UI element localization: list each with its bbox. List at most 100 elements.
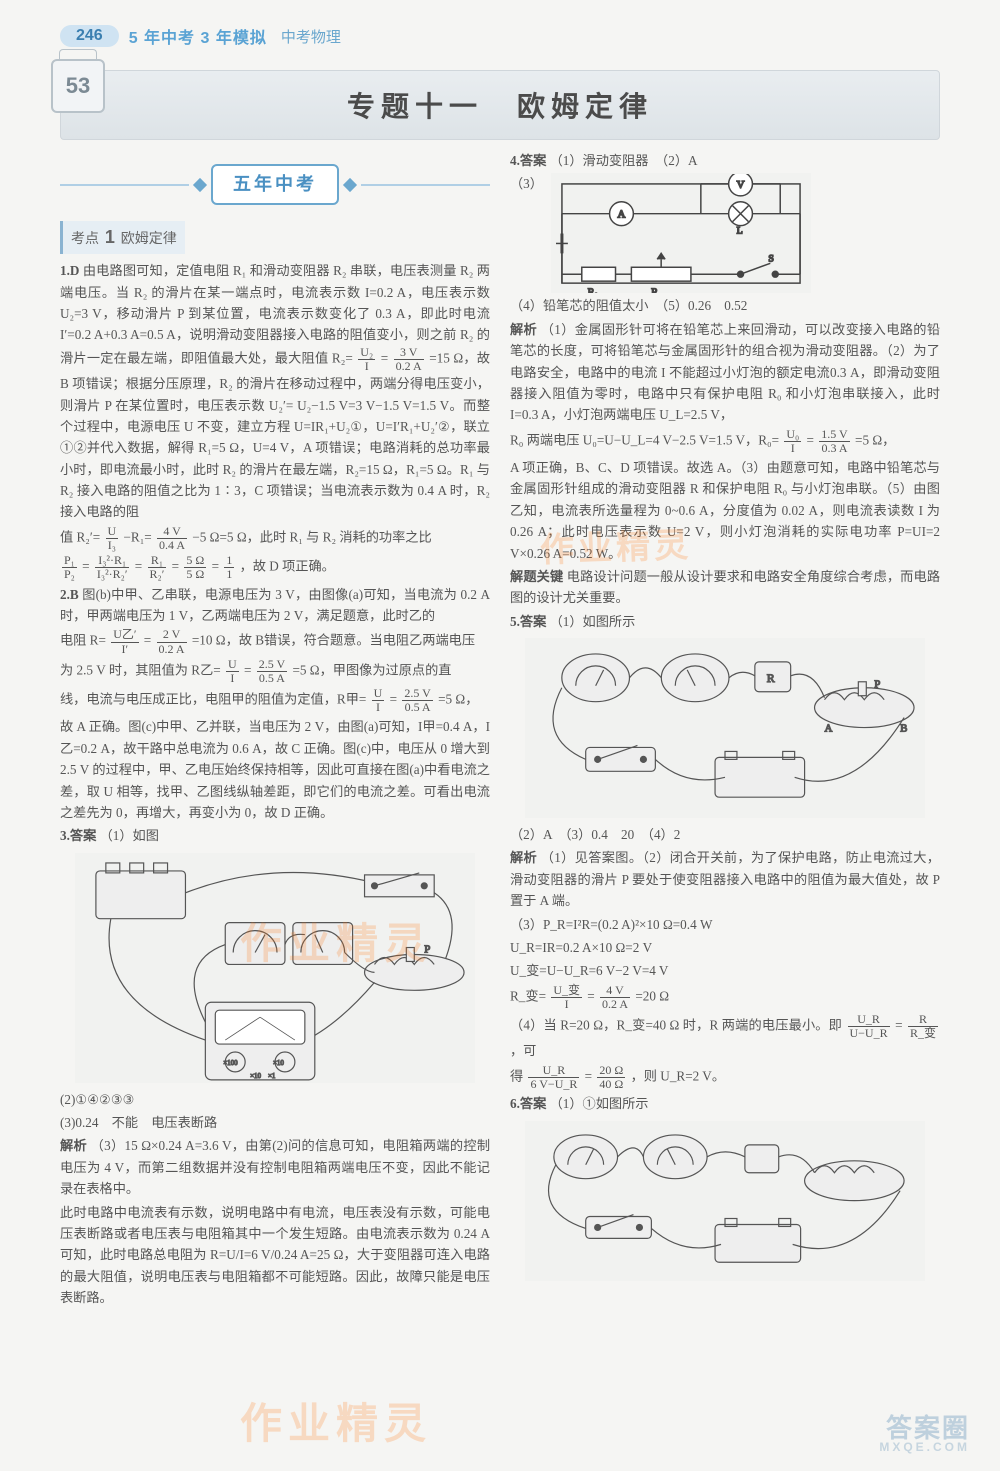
q2-eq1: 电阻 R= U乙′I′ = 2 V0.2 A =10 Ω，故 B错误，符合题意。…	[60, 628, 490, 655]
diamond-icon	[193, 178, 207, 192]
q2-block: 2.B 图(b)中甲、乙串联，电源电压为 3 V，由图像(a)可知，当电流为 0…	[60, 584, 490, 627]
kaodian-name: 欧姆定律	[121, 230, 177, 246]
q6-circuit-figure	[525, 1121, 925, 1281]
q5-jx2: （3）P_R=I²R=(0.2 A)²×10 Ω=0.4 W	[510, 914, 940, 935]
txt: =5 Ω，甲图像为过原点的直	[292, 662, 451, 677]
q1-p2a: 值 R₂′=	[60, 530, 100, 545]
fraction: U_变I	[551, 984, 582, 1011]
q5-jx6: （4）当 R=20 Ω，R_变=40 Ω 时，R 两端的电压最小。即 U_RU−…	[510, 1013, 940, 1062]
fraction: 1.5 V0.3 A	[819, 428, 849, 455]
svg-text:×100: ×100	[223, 1059, 238, 1067]
fraction: 4 V0.2 A	[600, 984, 630, 1011]
svg-text:P: P	[424, 944, 430, 956]
circuit-svg-icon: R P AB	[526, 638, 924, 817]
q2-eq2: 为 2.5 V 时，其阻值为 R乙= UI = 2.5 V0.5 A =5 Ω，…	[60, 658, 490, 685]
q3-number: 3.答案	[60, 828, 96, 843]
txt: 电阻 R=	[60, 633, 106, 648]
fraction: 2.5 V0.5 A	[402, 687, 432, 714]
svg-text:A: A	[617, 209, 625, 221]
diamond-icon	[343, 178, 357, 192]
svg-text:R: R	[651, 287, 658, 293]
fraction: U₂I	[358, 346, 375, 373]
q2-p3: 故 A 正确。图(c)中甲、乙并联，当电压为 2 V，由图(a)可知，I甲=0.…	[60, 716, 490, 823]
circuit-svg-icon	[526, 1121, 924, 1280]
fraction: 4 V0.4 A	[157, 525, 187, 552]
q3-a2: (2)①④②③③	[60, 1089, 490, 1110]
q4-a3row: （3） V A L	[510, 173, 940, 293]
q6-head: 6.答案 （1）①如图所示	[510, 1093, 940, 1114]
q4-number: 4.答案	[510, 153, 546, 168]
q1-p2c: −5 Ω=5 Ω，此时 R₁ 与 R₂ 消耗的功率之比	[192, 530, 431, 545]
content-columns: 五年中考 考点 1 欧姆定律 1.D 由电路图可知，定值电阻 R₁ 和滑动变阻器…	[0, 150, 1000, 1310]
q2-number: 2.B	[60, 587, 79, 602]
svg-text:A: A	[824, 723, 832, 735]
q6-number: 6.答案	[510, 1096, 546, 1111]
q1-number: 1.D	[60, 263, 79, 278]
svg-text:×10 ×1: ×10 ×1	[250, 1072, 276, 1080]
txt: R₀ 两端电压 U₀=U−U_L=4 V−2.5 V=1.5 V，R₀=	[510, 432, 779, 447]
fraction: R₁R₂′	[148, 554, 167, 581]
eq: =	[144, 633, 151, 648]
divider-line	[361, 184, 490, 186]
q4-a4: （4）铅笔芯的阻值太小 （5）0.26 0.52	[510, 295, 940, 316]
fraction: 2 V0.2 A	[157, 628, 187, 655]
q4-key: 解题关键 电路设计问题一般从设计要求和电路安全角度综合考虑，而电路图的设计尤关重…	[510, 566, 940, 609]
q5-circuit-figure: R P AB	[525, 638, 925, 818]
q4-head: 4.答案 （1）滑动变阻器 （2）A	[510, 150, 940, 171]
fraction: I₃²·R₁I₃²·R₂′	[95, 554, 130, 581]
watermark-text: 作业精灵	[240, 1390, 432, 1451]
svg-text:×10: ×10	[273, 1059, 284, 1067]
fraction: P₁P₂	[62, 554, 77, 581]
eq: =	[895, 1018, 902, 1033]
fraction: U₀I	[784, 428, 801, 455]
circuit-schematic-icon: V A L R₀	[552, 174, 810, 293]
key-label: 解题关键	[510, 569, 563, 584]
q4-jx3: A 项正确，B、C、D 项错误。故选 A。（3）由题意可知，电路中铅笔芯与金属固…	[510, 457, 940, 564]
q4-a3-label: （3）	[510, 173, 543, 194]
q1-tail: ，故 D 项正确。	[240, 559, 335, 574]
q3-circuit-figure: P ×100 ×10 ×10 ×1	[75, 853, 475, 1083]
eq: =	[82, 559, 89, 574]
txt: （4）当 R=20 Ω，R_变=40 Ω 时，R 两端的电压最小。即	[510, 1018, 842, 1033]
kaodian-tag: 考点 1 欧姆定律	[60, 221, 185, 254]
section-heading-row: 五年中考	[60, 164, 490, 205]
svg-text:R: R	[767, 671, 775, 685]
eq: =	[585, 1068, 592, 1083]
eq: =	[390, 692, 397, 707]
svg-text:R₀: R₀	[588, 287, 598, 293]
txt: 得	[510, 1068, 523, 1083]
section-label: 五年中考	[211, 164, 339, 205]
q5-jx: 解析 （1）见答案图。（2）闭合开关前，为了保护电路，防止电流过大，滑动变阻器的…	[510, 847, 940, 911]
eq: =	[381, 351, 388, 366]
fraction: 20 Ω40 Ω	[597, 1064, 625, 1091]
svg-text:S: S	[768, 253, 774, 264]
fraction: UI₃	[106, 525, 119, 552]
page-header: 246 5 年中考 3 年模拟 中考物理	[0, 0, 1000, 52]
fraction: U_R6 V−U_R	[528, 1064, 579, 1091]
eq: =	[212, 559, 219, 574]
eq: =	[172, 559, 179, 574]
svg-text:B: B	[900, 723, 907, 735]
fraction: UI	[226, 658, 239, 685]
left-column: 五年中考 考点 1 欧姆定律 1.D 由电路图可知，定值电阻 R₁ 和滑动变阻器…	[60, 150, 490, 1310]
chapter-title-bar: 53 专题十一 欧姆定律	[60, 70, 940, 140]
fraction: 11	[224, 554, 234, 581]
divider-line	[60, 184, 189, 186]
page-number: 246	[60, 25, 119, 47]
fraction: 5 Ω5 Ω	[184, 554, 206, 581]
q1-text: 由电路图可知，定值电阻 R₁ 和滑动变阻器 R₂ 串联，电压表测量 R₂ 两端电…	[60, 263, 490, 365]
chapter-title: 专题十一 欧姆定律	[61, 85, 939, 125]
series-badge-icon: 53	[51, 59, 105, 113]
fraction: UI	[372, 687, 385, 714]
q4-jx2: R₀ 两端电压 U₀=U−U_L=4 V−2.5 V=1.5 V，R₀= U₀I…	[510, 428, 940, 455]
circuit-svg-icon: P ×100 ×10 ×10 ×1	[76, 853, 474, 1082]
q5-number: 5.答案	[510, 614, 546, 629]
q5-jx1: （1）见答案图。（2）闭合开关前，为了保护电路，防止电流过大，滑动变阻器的滑片 …	[510, 850, 940, 908]
fraction: U乙′I′	[111, 628, 138, 655]
q3-jx1: （3）15 Ω×0.24 A=3.6 V，由第(2)问的信息可知，电阻箱两端的控…	[60, 1138, 490, 1196]
q2-p1: 图(b)中甲、乙串联，电源电压为 3 V，由图像(a)可知，当电流为 0.2 A…	[60, 587, 490, 623]
q1-block: 1.D 由电路图可知，定值电阻 R₁ 和滑动变阻器 R₂ 串联，电压表测量 R₂…	[60, 260, 490, 523]
q3-jx2: 此时电路中电流表有示数，说明电路中有电流，电压表没有示数，可能电压表断路或者电压…	[60, 1202, 490, 1309]
q5-a2: （2）A （3）0.4 20 （4）2	[510, 824, 940, 845]
q3-a3: (3)0.24 不能 电压表断路	[60, 1112, 490, 1133]
